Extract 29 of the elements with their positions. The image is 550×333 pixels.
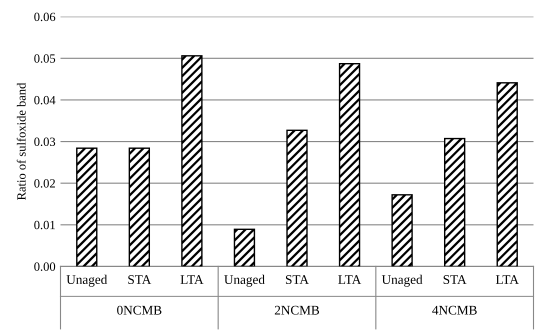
y-axis-title: Ratio of sulfoxide band: [16, 82, 26, 200]
text: 0NCMB: [117, 306, 162, 315]
text: 2NCMB: [274, 306, 320, 315]
x-tick-label: STA: [444, 275, 467, 284]
y-tick-label: 0.04: [34, 96, 56, 104]
text: 4NCMB: [432, 306, 477, 315]
y-tick-label: 0.05: [34, 54, 56, 63]
bar: [234, 228, 256, 266]
bar: [76, 147, 98, 266]
bar: [391, 194, 413, 266]
bar: [338, 62, 360, 266]
x-tick-label: LTA: [338, 275, 362, 284]
y-tick-label: 0.00: [34, 262, 56, 271]
y-tick-label: 0.03: [34, 138, 56, 146]
y-tick-label: 0.06: [34, 12, 56, 22]
bar: [286, 130, 308, 266]
x-tick-label: LTA: [496, 275, 519, 284]
y-tick-label: 0.01: [34, 220, 55, 230]
x-tick-label: STA: [286, 275, 309, 284]
x-tick-label: Unaged: [382, 274, 422, 287]
bar: [128, 147, 150, 266]
bar: [444, 138, 466, 266]
x-tick-label: STA: [128, 275, 152, 284]
x-tick-label: Unaged: [224, 274, 265, 287]
y-tick-label: 0.02: [34, 179, 55, 188]
x-tick-label: LTA: [180, 275, 204, 284]
bar: [181, 55, 203, 266]
x-tick-label: Unaged: [66, 274, 108, 287]
bar: [496, 82, 518, 266]
